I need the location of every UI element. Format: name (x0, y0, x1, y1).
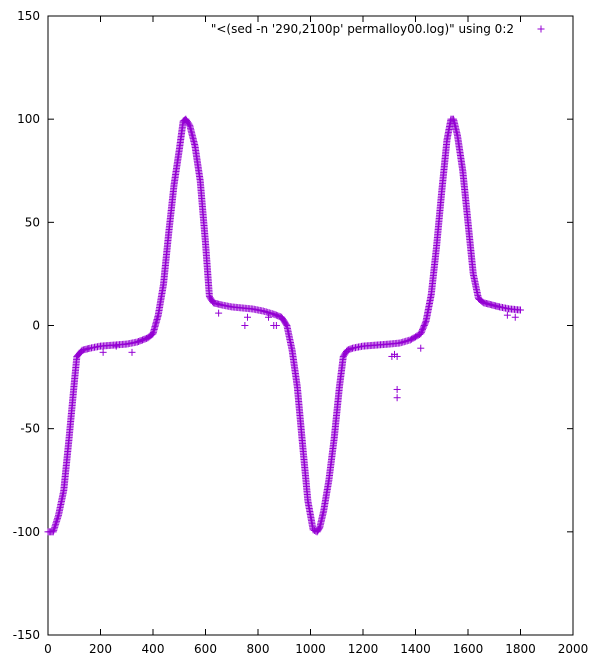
x-tick-label: 1600 (453, 642, 484, 656)
x-tick-label: 400 (142, 642, 165, 656)
curve-point (346, 345, 354, 353)
curve-point (184, 119, 192, 127)
data-point (244, 313, 251, 321)
legend-label: "<(sed -n '290,2100p' permalloy00.log)" … (211, 22, 514, 36)
curve-point (414, 331, 422, 339)
curve-point (258, 307, 266, 315)
data-point (128, 348, 136, 356)
y-tick-label: -150 (13, 628, 40, 642)
curve-point (342, 349, 350, 357)
curve-point (421, 320, 429, 328)
x-tick-label: 1000 (295, 642, 326, 656)
axis-ticks (47, 15, 574, 636)
data-point (241, 322, 249, 329)
data-point (393, 394, 401, 402)
data-point (511, 313, 519, 321)
y-tick-label: -50 (20, 422, 40, 436)
y-tick-label: 100 (17, 112, 40, 126)
curve-point (319, 509, 327, 517)
x-tick-label: 800 (247, 642, 270, 656)
curve-point (191, 141, 199, 149)
x-tick-label: 0 (44, 642, 52, 656)
data-point (503, 311, 511, 319)
data-point (393, 352, 401, 360)
curve-point (453, 130, 461, 138)
axis-tick-labels: 0 200 400 600 800 1000 1200 1400 1600 1800 2000-15… (13, 9, 589, 656)
legend-marker (537, 25, 545, 33)
y-tick-label: -100 (13, 525, 40, 539)
curve-point (421, 319, 429, 327)
series-points (44, 115, 524, 536)
y-tick-label: 50 (25, 215, 40, 229)
curve-point (141, 335, 149, 343)
curve-point (154, 313, 162, 321)
curve-point (54, 513, 62, 521)
legend-plus-icon (537, 25, 545, 33)
plot-frame (47, 15, 574, 636)
y-tick-label: 0 (32, 319, 40, 333)
x-tick-label: 600 (194, 642, 217, 656)
x-tick-label: 1800 (505, 642, 536, 656)
x-tick-label: 200 (89, 642, 112, 656)
x-tick-label: 1200 (348, 642, 379, 656)
curve-point (515, 306, 523, 314)
data-point (215, 309, 223, 317)
data-point (265, 313, 272, 321)
legend: "<(sed -n '290,2100p' permalloy00.log)" … (211, 22, 545, 36)
curve-point (394, 339, 402, 347)
curve-point (281, 319, 289, 327)
x-tick-label: 2000 (558, 642, 589, 656)
data-point (393, 385, 401, 393)
curve-point (314, 526, 322, 534)
data-point (417, 344, 425, 352)
x-tick-label: 1400 (400, 642, 431, 656)
y-tick-label: 150 (17, 9, 40, 23)
curve-point (288, 345, 296, 353)
data-point (272, 322, 280, 329)
data-point (99, 348, 107, 356)
